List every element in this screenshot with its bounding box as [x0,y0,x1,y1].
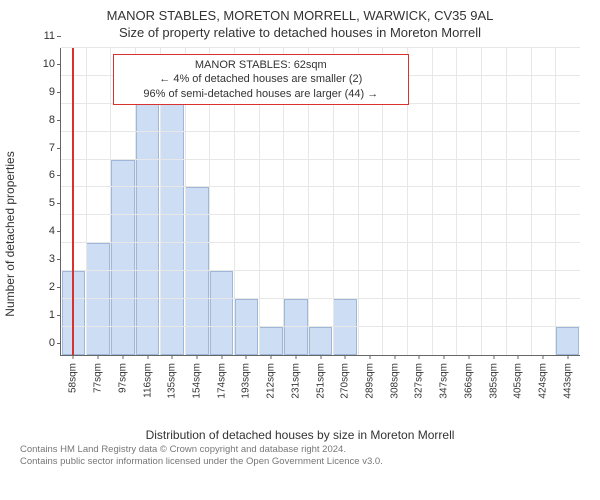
bar [210,271,233,355]
annotation-line: MANOR STABLES: 62sqm [120,58,402,72]
v-gridline [432,48,433,355]
x-tick: 58sqm [68,363,79,393]
x-tick: 116sqm [142,363,153,398]
x-tick-mark [196,355,197,359]
x-tick-mark [518,355,519,359]
x-tick: 443sqm [562,363,573,399]
x-tick-mark [221,355,222,359]
v-gridline [86,48,87,355]
y-tick: 2 [49,281,61,293]
h-gridline [61,47,580,48]
h-gridline [61,186,580,187]
reference-line [72,48,74,355]
x-axis-label: Distribution of detached houses by size … [12,428,588,442]
h-gridline [61,298,580,299]
x-tick: 270sqm [340,363,351,399]
bar [136,104,159,355]
x-tick-mark [369,355,370,359]
x-tick-mark [246,355,247,359]
v-gridline [555,48,556,355]
x-tick: 308sqm [389,363,400,399]
x-tick-mark [542,355,543,359]
x-tick: 405sqm [513,363,524,399]
x-tick-mark [172,355,173,359]
x-tick: 231sqm [290,363,301,399]
y-tick: 9 [49,86,61,98]
x-tick: 424sqm [537,363,548,399]
x-tick-mark [493,355,494,359]
bar [333,299,356,355]
annotation-box: MANOR STABLES: 62sqm← 4% of detached hou… [113,54,409,105]
x-tick-mark [147,355,148,359]
x-tick-mark [419,355,420,359]
y-tick: 6 [49,169,61,181]
x-tick-mark [122,355,123,359]
y-tick: 5 [49,197,61,209]
x-tick: 154sqm [191,363,202,399]
h-gridline [61,326,580,327]
page-subtitle: Size of property relative to detached ho… [12,25,588,40]
y-tick: 11 [44,30,61,42]
y-tick: 7 [49,142,61,154]
x-tick-mark [73,355,74,359]
v-gridline [481,48,482,355]
y-axis-label: Number of detached properties [3,151,17,316]
x-tick-mark [444,355,445,359]
attribution-line-1: Contains HM Land Registry data © Crown c… [20,444,588,456]
y-tick: 1 [49,309,61,321]
x-tick: 77sqm [93,363,104,393]
v-gridline [456,48,457,355]
bar [259,327,282,355]
x-tick: 193sqm [241,363,252,399]
y-tick: 8 [49,114,61,126]
x-tick: 251sqm [315,363,326,399]
attribution: Contains HM Land Registry data © Crown c… [12,444,588,468]
h-gridline [61,131,580,132]
x-tick: 174sqm [216,363,227,399]
h-gridline [61,270,580,271]
x-tick: 97sqm [117,363,128,393]
chart-container: Number of detached properties 0123456789… [12,44,588,424]
y-tick: 0 [49,337,61,349]
x-tick-mark [567,355,568,359]
y-tick: 4 [49,225,61,237]
x-tick: 366sqm [463,363,474,399]
bar [284,299,307,355]
x-tick: 327sqm [414,363,425,399]
bar [556,327,579,355]
y-tick: 3 [49,253,61,265]
h-gridline [61,159,580,160]
x-tick: 212sqm [266,363,277,399]
x-tick: 347sqm [439,363,450,399]
v-gridline [110,48,111,355]
v-gridline [531,48,532,355]
v-gridline [506,48,507,355]
x-tick-mark [468,355,469,359]
annotation-line: ← 4% of detached houses are smaller (2) [120,72,402,86]
x-tick-mark [394,355,395,359]
h-gridline [61,214,580,215]
annotation-line: 96% of semi-detached houses are larger (… [120,87,402,101]
x-tick-mark [345,355,346,359]
x-tick-mark [271,355,272,359]
h-gridline [61,242,580,243]
x-tick-mark [295,355,296,359]
x-tick: 135sqm [167,363,178,399]
y-tick: 10 [43,58,61,70]
plot-area: 0123456789101158sqm77sqm97sqm116sqm135sq… [60,48,580,356]
x-tick: 289sqm [364,363,375,399]
bar [160,104,183,355]
page-title: MANOR STABLES, MORETON MORRELL, WARWICK,… [12,8,588,25]
x-tick-mark [98,355,99,359]
x-tick-mark [320,355,321,359]
bar [86,243,109,355]
bar [235,299,258,355]
bar [309,327,332,355]
x-tick: 385sqm [488,363,499,399]
attribution-line-2: Contains public sector information licen… [20,456,588,468]
